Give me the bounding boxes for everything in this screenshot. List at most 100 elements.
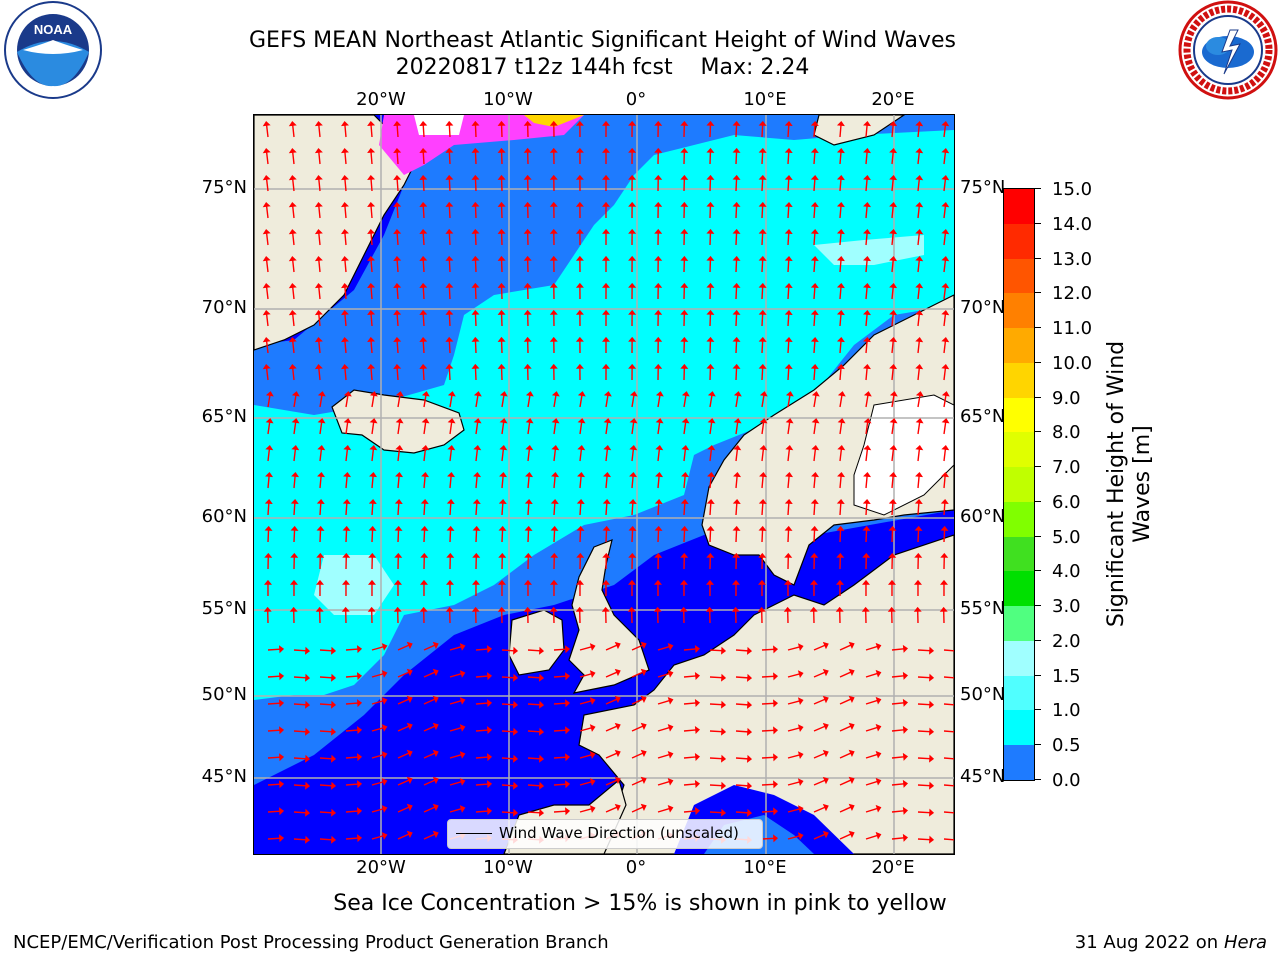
wave-direction-arrow bbox=[889, 336, 898, 354]
wave-direction-arrow bbox=[914, 498, 923, 516]
wave-direction-arrow bbox=[267, 726, 285, 735]
wave-direction-arrow bbox=[940, 498, 949, 516]
wave-direction-arrow bbox=[497, 174, 506, 192]
wave-direction-arrow bbox=[709, 673, 727, 682]
wave-direction-arrow bbox=[809, 579, 818, 597]
wave-direction-arrow bbox=[449, 751, 466, 759]
wave-direction-arrow bbox=[787, 751, 804, 760]
wave-direction-arrow bbox=[471, 147, 480, 165]
wave-direction-arrow bbox=[445, 606, 454, 624]
lat-tick-left: 70°N bbox=[201, 297, 247, 318]
wave-direction-arrow bbox=[262, 283, 271, 300]
wave-direction-arrow bbox=[654, 282, 663, 300]
wave-direction-arrow bbox=[341, 120, 349, 138]
wave-direction-arrow bbox=[915, 364, 924, 381]
colorbar-segment bbox=[1004, 223, 1034, 259]
wave-direction-arrow bbox=[395, 445, 404, 462]
wave-direction-arrow bbox=[345, 645, 363, 654]
wave-direction-arrow bbox=[449, 805, 466, 813]
wave-direction-arrow bbox=[943, 676, 954, 679]
wave-direction-arrow bbox=[371, 778, 388, 786]
wave-direction-arrow bbox=[423, 803, 439, 813]
wave-direction-arrow bbox=[863, 147, 872, 165]
wave-direction-arrow bbox=[553, 699, 571, 708]
wave-direction-arrow bbox=[707, 471, 716, 489]
wave-direction-arrow bbox=[628, 336, 637, 354]
wave-direction-arrow bbox=[367, 309, 376, 327]
lon-tick-top: 20°E bbox=[871, 89, 915, 110]
wave-direction-arrow bbox=[810, 525, 819, 543]
wave-direction-arrow bbox=[836, 498, 845, 516]
colorbar-label: 4.0 bbox=[1052, 561, 1081, 583]
wave-direction-arrow bbox=[602, 363, 611, 381]
wave-direction-arrow bbox=[891, 779, 909, 788]
wave-direction-arrow bbox=[368, 498, 377, 516]
wave-direction-arrow bbox=[523, 363, 532, 381]
colorbar-tick bbox=[1035, 674, 1041, 676]
wave-direction-arrow bbox=[654, 120, 663, 138]
wave-direction-arrow bbox=[267, 645, 285, 654]
wave-direction-arrow bbox=[395, 391, 404, 408]
wave-direction-arrow bbox=[941, 364, 950, 381]
wave-direction-arrow bbox=[917, 673, 935, 682]
wave-direction-arrow bbox=[837, 471, 846, 489]
wave-direction-arrow bbox=[811, 391, 820, 408]
wave-direction-arrow bbox=[683, 780, 701, 788]
wave-direction-arrow bbox=[732, 525, 741, 543]
wave-direction-arrow bbox=[367, 120, 376, 138]
wave-direction-arrow bbox=[549, 120, 558, 138]
wave-direction-arrow bbox=[706, 552, 715, 570]
wave-direction-arrow bbox=[317, 471, 326, 489]
wave-direction-arrow bbox=[473, 445, 482, 462]
wave-direction-arrow bbox=[680, 282, 689, 300]
wave-direction-arrow bbox=[471, 579, 480, 597]
wave-direction-arrow bbox=[810, 498, 819, 516]
wave-direction-arrow bbox=[941, 256, 950, 273]
wave-direction-arrow bbox=[889, 147, 898, 165]
wave-direction-arrow bbox=[889, 363, 898, 381]
wave-direction-arrow bbox=[709, 700, 727, 709]
wave-direction-arrow bbox=[527, 700, 545, 709]
wave-direction-arrow bbox=[316, 525, 325, 543]
wave-direction-arrow bbox=[265, 445, 274, 462]
wave-direction-arrow bbox=[889, 201, 898, 219]
lon-tick-bottom: 0° bbox=[625, 857, 647, 878]
wave-direction-arrow bbox=[943, 811, 954, 814]
wave-direction-arrow bbox=[680, 201, 689, 219]
wave-direction-arrow bbox=[865, 642, 882, 651]
wave-direction-arrow bbox=[341, 228, 349, 246]
wave-direction-arrow bbox=[810, 147, 819, 165]
wave-direction-arrow bbox=[784, 201, 793, 219]
wave-direction-arrow bbox=[341, 363, 349, 381]
colorbar-segment bbox=[1004, 745, 1034, 781]
wave-direction-arrow bbox=[319, 835, 337, 844]
wave-direction-arrow bbox=[913, 606, 922, 624]
wave-direction-arrow bbox=[397, 749, 413, 759]
wave-direction-arrow bbox=[293, 781, 311, 790]
wave-direction-arrow bbox=[319, 727, 337, 736]
wave-direction-arrow bbox=[449, 724, 466, 732]
wave-direction-arrow bbox=[735, 754, 753, 763]
wave-direction-arrow bbox=[523, 579, 532, 597]
wave-direction-arrow bbox=[836, 363, 845, 381]
wave-direction-arrow bbox=[709, 781, 727, 790]
wave-direction-arrow bbox=[314, 255, 323, 273]
wave-direction-arrow bbox=[941, 418, 950, 435]
wave-direction-arrow bbox=[629, 391, 638, 408]
wave-direction-arrow bbox=[549, 363, 558, 381]
wave-direction-arrow bbox=[836, 228, 845, 246]
wave-direction-arrow bbox=[809, 606, 818, 624]
wave-direction-arrow bbox=[706, 498, 715, 516]
wave-direction-arrow bbox=[654, 147, 663, 165]
wave-direction-arrow bbox=[915, 229, 924, 246]
wave-direction-arrow bbox=[810, 174, 819, 192]
wave-direction-arrow bbox=[839, 695, 855, 705]
wave-direction-arrow bbox=[862, 498, 871, 516]
wave-direction-arrow bbox=[473, 391, 482, 408]
wave-direction-arrow bbox=[265, 418, 274, 435]
wave-direction-arrow bbox=[397, 641, 413, 651]
wave-direction-arrow bbox=[733, 391, 742, 408]
colorbar-segment bbox=[1004, 675, 1034, 711]
wave-direction-arrow bbox=[501, 727, 519, 736]
wave-direction-arrow bbox=[393, 174, 402, 192]
